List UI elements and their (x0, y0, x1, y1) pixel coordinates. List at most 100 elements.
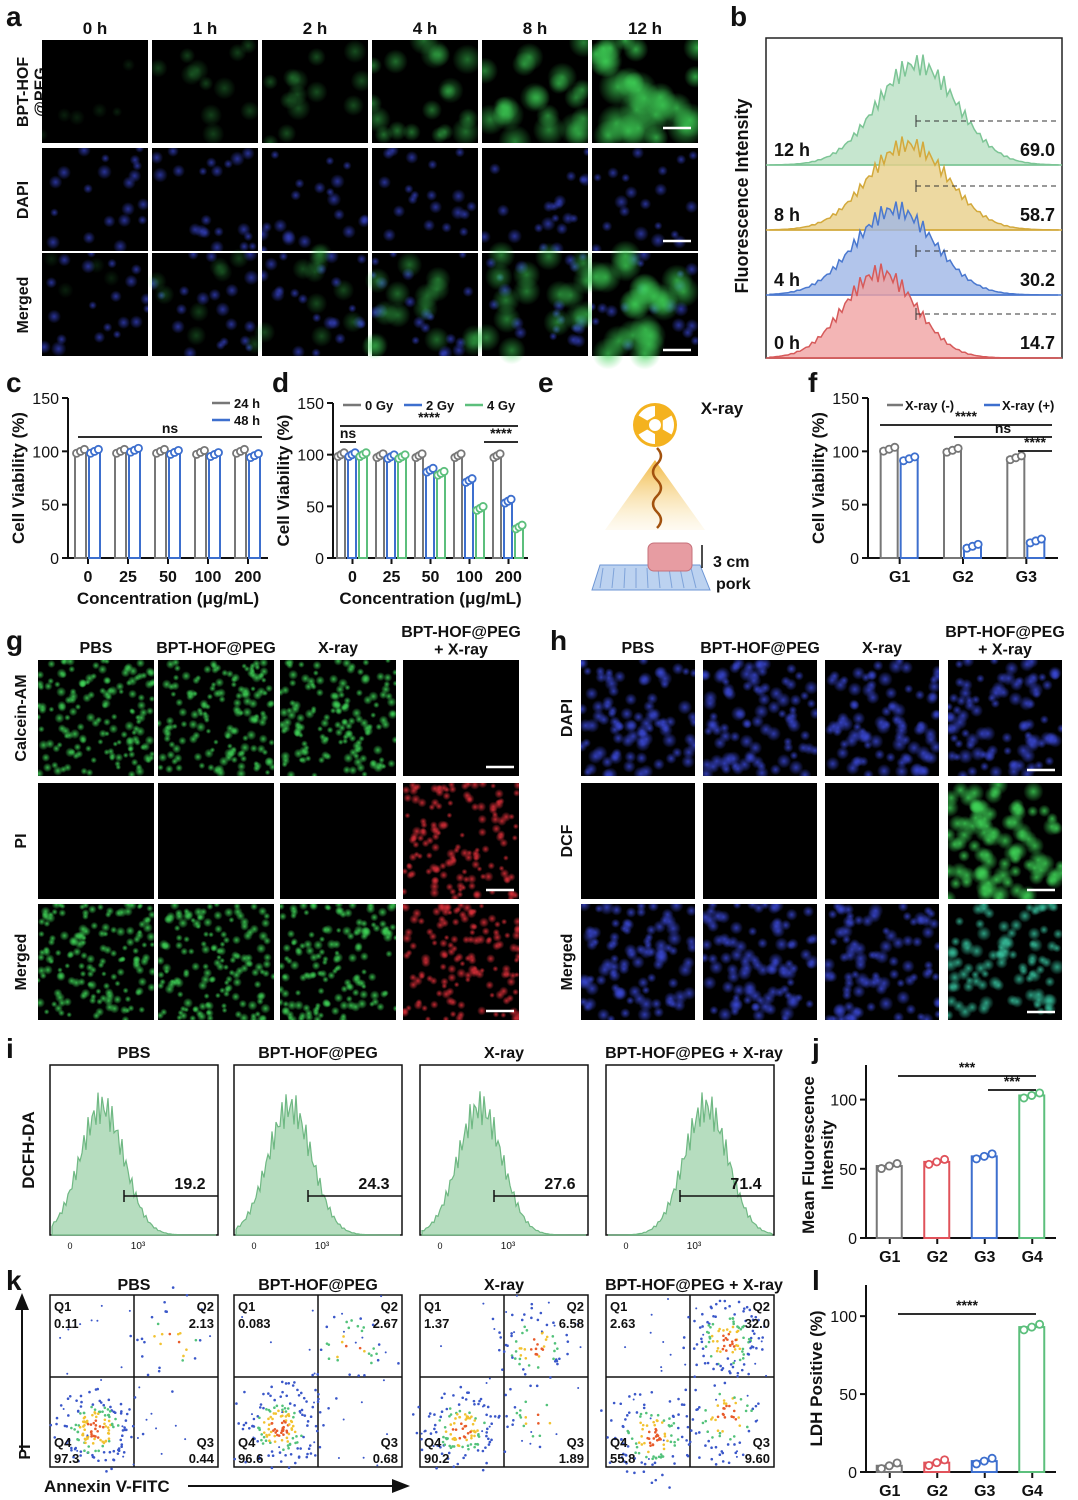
event-dot (732, 1322, 735, 1326)
event-dot (742, 1336, 745, 1340)
legend-label: 2 Gy (426, 398, 455, 413)
row-label: DAPI (559, 699, 576, 737)
cell (195, 721, 206, 733)
image-calcein (280, 660, 396, 776)
cell (205, 728, 212, 735)
event-dot (452, 1394, 455, 1397)
cell (624, 750, 637, 763)
cell (917, 765, 929, 776)
x-tick-label: G4 (1022, 1249, 1043, 1266)
cell (431, 939, 438, 947)
event-dot (463, 1436, 467, 1439)
image-background (703, 783, 817, 899)
row-label: Merged (559, 934, 576, 991)
cell (571, 334, 586, 348)
cell (273, 218, 288, 233)
event-dot (89, 1423, 93, 1426)
cell (174, 908, 183, 918)
event-dot (626, 1445, 630, 1448)
cell (646, 973, 657, 983)
cell (250, 685, 256, 692)
event-dot (362, 1456, 365, 1459)
cell (423, 326, 450, 353)
cell (44, 954, 55, 964)
event-dot (81, 1432, 85, 1436)
cells (581, 904, 695, 1020)
x-tick-label: 0 (67, 1241, 72, 1251)
event-dot (632, 1398, 635, 1401)
event-dot (651, 1443, 655, 1447)
event-dot (695, 1343, 699, 1346)
cell (60, 660, 67, 665)
plot-title: BPT-HOF@PEG + X-ray (605, 1277, 783, 1294)
image-green (372, 40, 478, 143)
cell (189, 1014, 197, 1020)
cell (868, 733, 884, 749)
cell (653, 221, 663, 231)
event-dot (537, 1422, 540, 1425)
cell (47, 309, 62, 324)
cell (222, 964, 230, 971)
cell (137, 977, 148, 987)
cell (322, 315, 338, 330)
event-dot (742, 1309, 745, 1313)
cell (104, 911, 112, 918)
event-dot (160, 1452, 163, 1455)
event-dot (260, 1433, 263, 1436)
row-label: DCF (559, 824, 576, 857)
event-dot (342, 1330, 345, 1333)
cell (291, 700, 302, 711)
event-dot (729, 1371, 732, 1375)
cell (142, 304, 148, 314)
cell (311, 961, 321, 971)
event-dot (116, 1424, 120, 1427)
event-dot (316, 1400, 320, 1404)
cell (609, 954, 620, 964)
event-dot (449, 1433, 453, 1436)
cell (478, 904, 485, 909)
bar (1006, 456, 1026, 560)
cell (925, 692, 939, 705)
cell (892, 1011, 905, 1020)
event-dot (464, 1418, 468, 1421)
event-dot (548, 1421, 552, 1425)
event-dot (530, 1302, 534, 1306)
cell (686, 941, 695, 954)
event-dot (132, 1463, 135, 1466)
cell (717, 1007, 733, 1020)
cell (960, 678, 973, 692)
event-dot (506, 1425, 509, 1429)
data-point (932, 1458, 942, 1468)
well-row (611, 567, 615, 589)
event-dot (299, 1391, 303, 1395)
cell (445, 987, 455, 996)
cell (317, 725, 324, 732)
event-dot (728, 1304, 731, 1308)
cell (386, 904, 396, 913)
event-dot (741, 1453, 745, 1457)
cell (730, 760, 741, 772)
cell (412, 841, 420, 849)
event-dot (510, 1354, 514, 1357)
cell (508, 813, 515, 820)
cell (312, 313, 322, 323)
significance-label: **** (418, 409, 440, 425)
event-dot (287, 1423, 291, 1426)
cell (1037, 672, 1047, 682)
cell (874, 949, 890, 964)
cell (200, 214, 212, 226)
event-dot (262, 1431, 266, 1434)
cell (385, 660, 391, 664)
cell (245, 927, 255, 937)
cell (653, 717, 664, 729)
event-dot (375, 1352, 378, 1356)
event-dot (267, 1417, 270, 1421)
cell (45, 739, 55, 749)
cell (282, 943, 292, 953)
cell (981, 833, 996, 847)
cells (482, 40, 588, 143)
event-dot (449, 1423, 453, 1426)
cell (330, 174, 345, 189)
image-background (581, 783, 695, 899)
